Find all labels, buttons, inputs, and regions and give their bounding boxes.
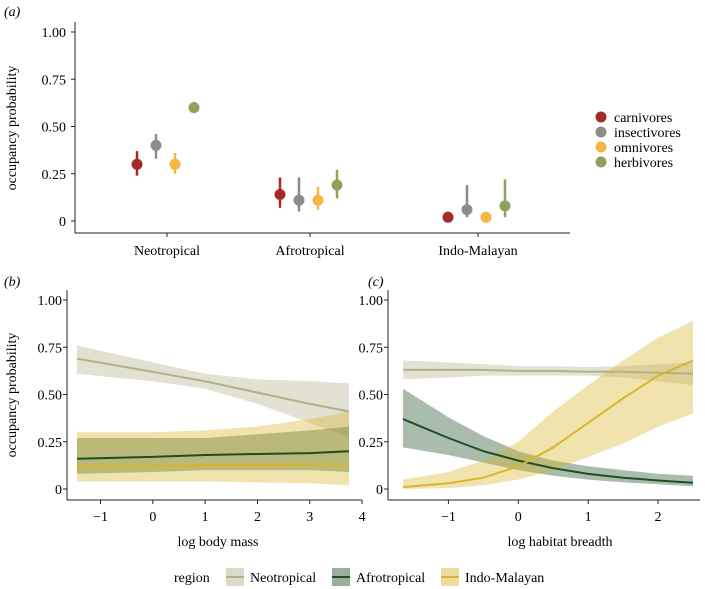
point-insectivores-indo-malayan — [461, 204, 473, 216]
b-ribbon-indo-malayan — [77, 411, 349, 486]
c-ytick-label: 1.00 — [359, 294, 384, 309]
panel-c-xlabel: log habitat breadth — [508, 535, 613, 550]
c-ribbon-neotropical — [403, 360, 693, 386]
panel-a-xtick-label: Afrotropical — [275, 244, 344, 259]
panel-b-chart: occupancy probability log body mass 0 0.2… — [5, 290, 366, 550]
b-ytick-label: 0.75 — [38, 341, 63, 356]
region-legend: region Neotropical Afrotropical Indo-Mal… — [174, 568, 544, 586]
legend-swatch-omnivores — [595, 141, 607, 153]
b-ytick-label: 0.25 — [38, 436, 63, 451]
panel-a-ytick-label: 0.75 — [42, 73, 67, 88]
b-xtick-label: 1 — [202, 510, 209, 525]
c-xtick-label: 2 — [655, 510, 662, 525]
panel-label-b: (b) — [4, 275, 21, 290]
panel-a-ytick-label: 0.50 — [42, 121, 67, 136]
point-omnivores-indo-malayan — [480, 211, 492, 223]
point-carnivores-indo-malayan — [442, 211, 454, 223]
b-xtick-label: 4 — [359, 510, 366, 525]
legend-swatch-herbivores — [595, 156, 607, 168]
panel-b-ylabel: occupancy probability — [5, 333, 20, 458]
panel-a-ytick-label: 0 — [59, 215, 66, 230]
c-xtick-label: 1 — [585, 510, 592, 525]
b-ytick-label: 1.00 — [38, 294, 63, 309]
legend-label-afrotropical: Afrotropical — [356, 571, 425, 586]
b-xtick-label: 3 — [306, 510, 313, 525]
b-xtick-label: 2 — [254, 510, 261, 525]
point-insectivores-afrotropical — [293, 194, 305, 206]
point-herbivores-neotropical — [188, 102, 200, 114]
panel-c-chart: log habitat breadth 0 0.25 0.50 0.75 1.00 −1… — [359, 290, 700, 550]
b-xtick-label: 0 — [149, 510, 156, 525]
panel-b-xlabel: log body mass — [178, 535, 259, 550]
panel-a-xtick-label: Neotropical — [134, 244, 200, 259]
legend-label-insectivores: insectivores — [614, 126, 681, 141]
b-ytick-label: 0 — [55, 483, 62, 498]
point-insectivores-neotropical — [150, 139, 162, 151]
panel-label-a: (a) — [4, 5, 21, 20]
point-carnivores-afrotropical — [274, 189, 286, 201]
point-herbivores-afrotropical — [331, 179, 343, 191]
c-ribbon-indo-malayan — [403, 320, 693, 489]
legend-label-omnivores: omnivores — [614, 141, 673, 156]
c-ytick-label: 0 — [376, 483, 383, 498]
c-ytick-label: 0.50 — [359, 389, 384, 404]
point-carnivores-neotropical — [131, 158, 143, 170]
b-ribbon-afrotropical — [77, 426, 349, 474]
c-line-indo-malayan — [402, 359, 694, 489]
panel-a-legend: carnivores insectivores omnivores herbiv… — [595, 111, 681, 171]
panel-a-xtick-label: Indo-Malayan — [438, 244, 517, 259]
point-herbivores-indo-malayan — [499, 200, 511, 212]
panel-label-c: (c) — [368, 275, 384, 290]
c-line-neotropical — [403, 368, 694, 375]
panel-a-ytick-label: 0.25 — [42, 168, 67, 183]
panel-a-ylabel: occupancy probability — [5, 66, 20, 191]
legend-label-indo-malayan: Indo-Malayan — [465, 571, 544, 586]
c-line-afrotropical — [402, 418, 694, 484]
legend-swatch-carnivores — [595, 111, 607, 123]
b-ytick-label: 0.50 — [38, 389, 63, 404]
legend-label-carnivores: carnivores — [614, 111, 672, 126]
c-ytick-label: 0.25 — [359, 436, 384, 451]
point-omnivores-afrotropical — [312, 194, 324, 206]
panel-a-chart: occupancy probability 00.250.500.751.00 … — [5, 22, 570, 259]
b-line-indo-malayan — [77, 463, 349, 468]
legend-swatch-insectivores — [595, 126, 607, 138]
point-omnivores-neotropical — [169, 158, 181, 170]
b-line-afrotropical — [76, 450, 350, 460]
legend-label-neotropical: Neotropical — [250, 571, 316, 586]
b-line-neotropical — [76, 357, 350, 413]
region-legend-title: region — [174, 571, 210, 586]
b-ribbon-neotropical — [77, 345, 349, 438]
c-xtick-label: 0 — [515, 510, 522, 525]
legend-label-herbivores: herbivores — [614, 156, 673, 171]
panel-a-ytick-label: 1.00 — [42, 26, 67, 41]
c-xtick-label: −1 — [441, 510, 456, 525]
b-xtick-label: −1 — [93, 510, 108, 525]
c-ytick-label: 0.75 — [359, 341, 384, 356]
